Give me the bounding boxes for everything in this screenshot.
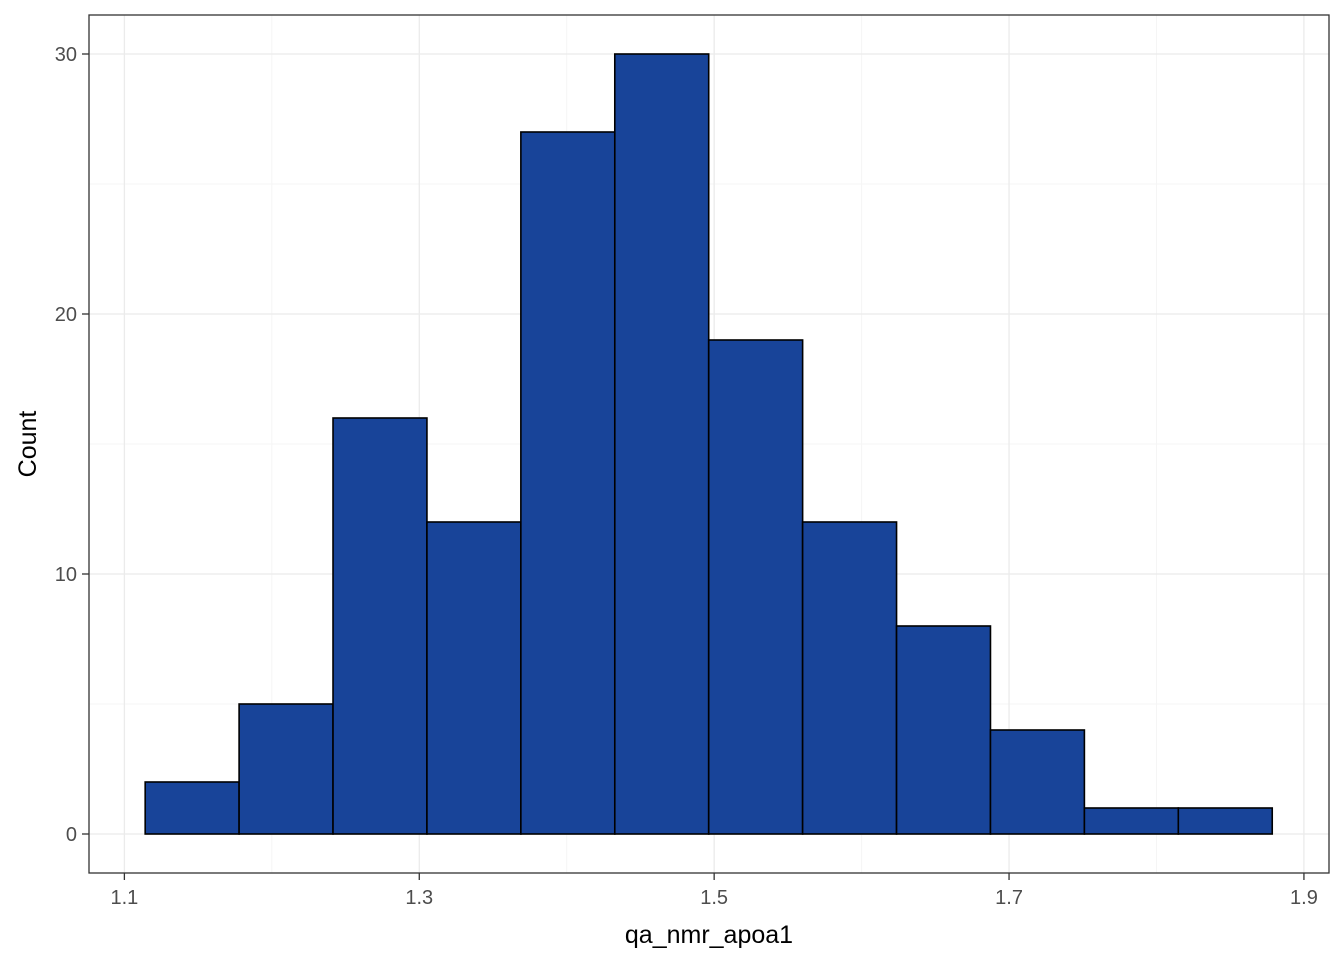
y-tick-label: 20	[55, 304, 77, 326]
x-tick-label: 1.5	[700, 887, 728, 909]
axis-ticks	[82, 53, 1305, 880]
x-tick-label: 1.3	[405, 887, 433, 909]
histogram-bar-6	[613, 53, 710, 835]
histogram-bar-11	[1083, 807, 1180, 835]
tick-labels: 1.1 1.3 1.5 1.7 1.9 0 10 20 30	[55, 44, 1318, 909]
x-axis-title: qa_nmr_apoa1	[625, 921, 793, 949]
histogram-bars	[144, 53, 1274, 835]
histogram-bar-9	[895, 625, 992, 835]
y-tick-label: 0	[66, 824, 77, 846]
y-axis-title: Count	[14, 411, 42, 478]
histogram-bar-2	[238, 703, 334, 835]
histogram-bar-1	[144, 781, 240, 835]
histogram-bar-4	[426, 521, 522, 835]
y-tick-label: 30	[55, 44, 77, 66]
histogram-bar-12	[1177, 807, 1274, 835]
x-tick-label: 1.1	[110, 887, 138, 909]
y-tick-label: 10	[55, 564, 77, 586]
panel-border	[88, 14, 1330, 874]
histogram-bar-5	[520, 131, 616, 835]
histogram-bar-8	[801, 521, 898, 835]
x-tick-label: 1.9	[1290, 887, 1318, 909]
histogram-bar-10	[989, 729, 1086, 835]
histogram-bar-3	[332, 417, 428, 835]
histogram-bar-7	[707, 339, 804, 835]
x-tick-label: 1.7	[995, 887, 1023, 909]
